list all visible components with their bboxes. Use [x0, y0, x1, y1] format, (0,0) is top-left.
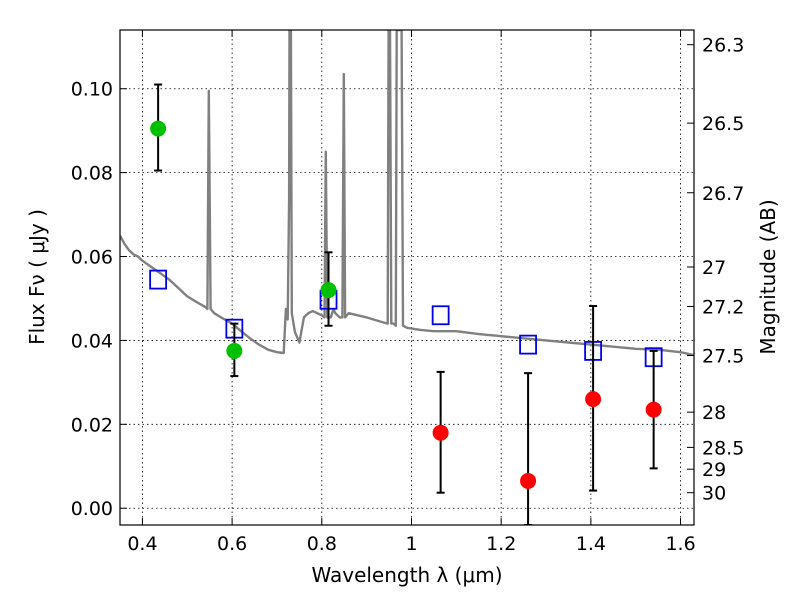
plot-area [120, 30, 694, 525]
right-tick-label: 26.7 [702, 183, 744, 205]
model-photometry-square [149, 269, 168, 290]
right-tick-label: 29 [702, 459, 726, 481]
x-tick-label: 1.6 [665, 533, 695, 555]
right-tick-label: 28 [702, 402, 726, 424]
y-tick-label: 0.06 [71, 247, 113, 269]
right-tick-label: 26.3 [702, 35, 744, 57]
observed-flux-point [585, 391, 602, 408]
x-tick-label: 0.8 [307, 533, 337, 555]
observed-flux-point [226, 342, 243, 359]
model-photometry-square [431, 305, 450, 326]
x-tick-label: 0.4 [127, 533, 157, 555]
observed-flux-point [520, 472, 537, 489]
y-tick-label: 0.10 [71, 79, 113, 101]
y-tick-label: 0.00 [71, 498, 113, 520]
right-tick-label: 26.5 [702, 113, 744, 135]
x-tick-label: 1.4 [576, 533, 606, 555]
y-tick-label: 0.04 [71, 330, 113, 352]
observed-flux-point [645, 401, 662, 418]
x-axis-label: Wavelength λ (μm) [311, 563, 502, 587]
x-tick-label: 1.2 [486, 533, 516, 555]
right-tick-label: 27.2 [702, 296, 744, 318]
right-tick-label: 27.5 [702, 346, 744, 368]
y-tick-label: 0.08 [71, 163, 113, 185]
right-tick-label: 27 [702, 257, 726, 279]
y-axis-label: Flux Fν ( μJy ) [25, 209, 49, 345]
right-tick-label: 30 [702, 483, 726, 505]
y-tick-label: 0.02 [71, 414, 113, 436]
observed-flux-point [150, 120, 167, 137]
model-photometry-square [519, 334, 537, 355]
grid [120, 30, 694, 525]
axis-ticks: 0.4 0.6 0.8 1 1.2 1.4 1.6 0.00 0.02 0.04 0.06 0.08 0… [71, 30, 744, 555]
right-tick-label: 28.5 [702, 437, 744, 459]
model-spectrum-line [120, 30, 694, 357]
plot-frame [119, 29, 695, 526]
observed-flux-point [432, 424, 449, 441]
x-tick-label: 0.6 [217, 533, 247, 555]
observed-flux-point [320, 282, 337, 299]
right-axis-label: Magnitude (AB) [756, 199, 780, 354]
x-tick-label: 1 [405, 533, 417, 555]
